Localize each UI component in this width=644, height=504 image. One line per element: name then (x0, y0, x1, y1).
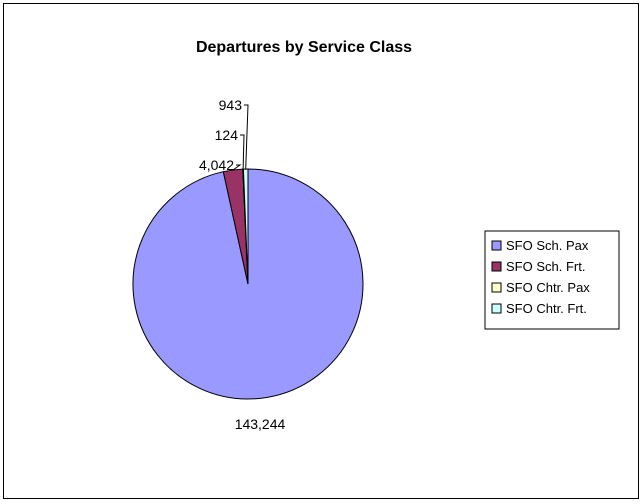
legend-swatch (491, 303, 502, 314)
legend-swatch (491, 261, 502, 272)
data-labels: 143,244 4,042 124 943 (199, 97, 286, 432)
data-label-sfo-sch-pax: 143,244 (235, 416, 286, 432)
legend-swatch (491, 282, 502, 293)
chart-area: Departures by Service Class 143,244 4,042… (3, 3, 639, 499)
legend-swatch (491, 240, 502, 251)
pie-chart: Departures by Service Class 143,244 4,042… (132, 39, 620, 432)
legend-label: SFO Chtr. Pax (506, 280, 590, 295)
leader-lines (232, 104, 249, 171)
leader-line (240, 134, 245, 170)
leader-line (244, 104, 249, 170)
data-label-sfo-chtr-pax: 124 (215, 127, 239, 143)
legend-box (484, 230, 620, 330)
leader-line (232, 164, 242, 171)
chart-title: Departures by Service Class (196, 39, 412, 56)
data-label-sfo-sch-frt: 4,042 (199, 157, 234, 173)
legend: SFO Sch. Pax SFO Sch. Frt. SFO Chtr. Pax SF… (484, 230, 620, 330)
pie-slices (132, 168, 364, 400)
legend-label: SFO Sch. Frt. (506, 259, 585, 274)
data-label-sfo-chtr-frt: 943 (219, 97, 243, 113)
legend-label: SFO Chtr. Frt. (506, 301, 587, 316)
legend-label: SFO Sch. Pax (506, 238, 589, 253)
